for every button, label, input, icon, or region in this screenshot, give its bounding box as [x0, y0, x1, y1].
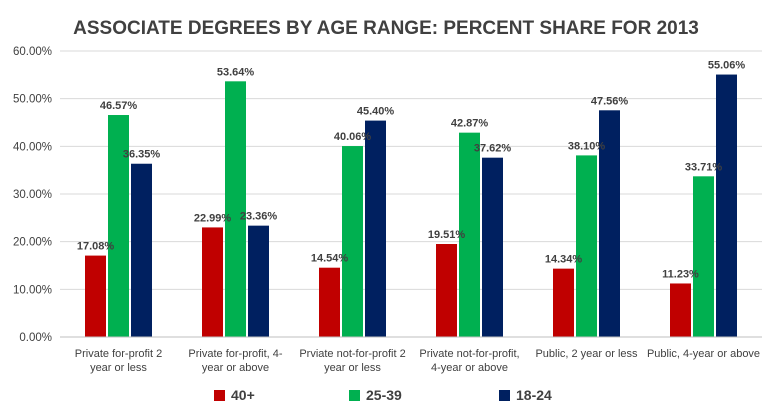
data-label: 47.56%: [591, 95, 629, 107]
data-label: 46.57%: [100, 100, 138, 112]
bar-40+: [553, 268, 574, 337]
chart-title: ASSOCIATE DEGREES BY AGE RANGE: PERCENT …: [73, 18, 699, 39]
legend-swatch: [349, 390, 360, 401]
data-label: 33.71%: [685, 161, 723, 173]
bar-25-39: [459, 132, 480, 337]
data-label: 22.99%: [194, 212, 232, 224]
x-axis-categories: Private for-profit 2 year or less Private …: [75, 348, 760, 374]
data-label: 14.54%: [311, 253, 349, 265]
y-tick-label: 60.00%: [13, 46, 52, 58]
y-axis-ticks: 0.00% 10.00% 20.00% 30.00% 40.00% 50.00% 60.00…: [13, 46, 52, 344]
bar-25-39: [693, 176, 714, 337]
y-tick-label: 40.00%: [13, 141, 52, 153]
bar-18-24: [365, 120, 386, 338]
bars: [85, 74, 737, 338]
data-label: 40.06%: [334, 131, 372, 143]
y-tick-label: 50.00%: [13, 94, 52, 106]
data-label: 19.51%: [428, 229, 466, 241]
data-label: 55.06%: [708, 60, 746, 72]
data-label: 38.10%: [568, 140, 606, 152]
bar-40+: [319, 267, 340, 337]
category-label: year or less: [90, 362, 147, 374]
category-label: Private not-for-profit,: [419, 348, 519, 360]
legend-label: 18-24: [516, 387, 552, 403]
data-label: 42.87%: [451, 118, 489, 130]
data-label: 17.08%: [77, 241, 115, 253]
bar-25-39: [576, 155, 597, 337]
data-label: 23.36%: [240, 211, 278, 223]
category-label: year or above: [202, 362, 269, 374]
data-label: 45.40%: [357, 106, 395, 118]
bar-40+: [85, 255, 106, 337]
legend: 40+ 25-39 18-24: [214, 387, 552, 403]
bar-40+: [670, 283, 691, 337]
bar-18-24: [482, 157, 503, 337]
data-label: 53.64%: [217, 66, 255, 78]
bar-25-39: [342, 146, 363, 337]
data-label: 37.62%: [474, 143, 512, 155]
legend-swatch: [499, 390, 510, 401]
y-tick-label: 30.00%: [13, 189, 52, 201]
legend-label: 40+: [231, 387, 255, 403]
data-label: 14.34%: [545, 254, 583, 266]
category-label: Public, 4-year or above: [647, 348, 760, 360]
data-label: 36.35%: [123, 149, 161, 161]
bar-25-39: [225, 81, 246, 337]
data-labels: 17.08% 46.57% 36.35% 22.99% 53.64% 23.36% 14.5…: [77, 60, 746, 281]
bar-18-24: [599, 110, 620, 337]
category-label: Private for-profit, 4-: [188, 348, 282, 360]
bar-40+: [202, 227, 223, 337]
data-label: 11.23%: [662, 268, 699, 280]
category-label: 4-year or above: [431, 362, 508, 374]
y-tick-label: 10.00%: [13, 284, 52, 296]
bar-18-24: [248, 225, 269, 337]
bar-18-24: [131, 163, 152, 337]
legend-label: 25-39: [366, 387, 402, 403]
category-label: year or less: [324, 362, 381, 374]
y-tick-label: 0.00%: [19, 332, 52, 344]
bar-25-39: [108, 115, 129, 338]
y-tick-label: 20.00%: [13, 237, 52, 249]
bar-18-24: [716, 74, 737, 337]
category-label: Public, 2 year or less: [535, 348, 638, 360]
bar-40+: [436, 244, 457, 337]
category-label: Prviate not-for-profit 2: [299, 348, 405, 360]
category-label: Private for-profit 2: [75, 348, 162, 360]
gridlines: [60, 50, 762, 290]
legend-swatch: [214, 390, 225, 401]
